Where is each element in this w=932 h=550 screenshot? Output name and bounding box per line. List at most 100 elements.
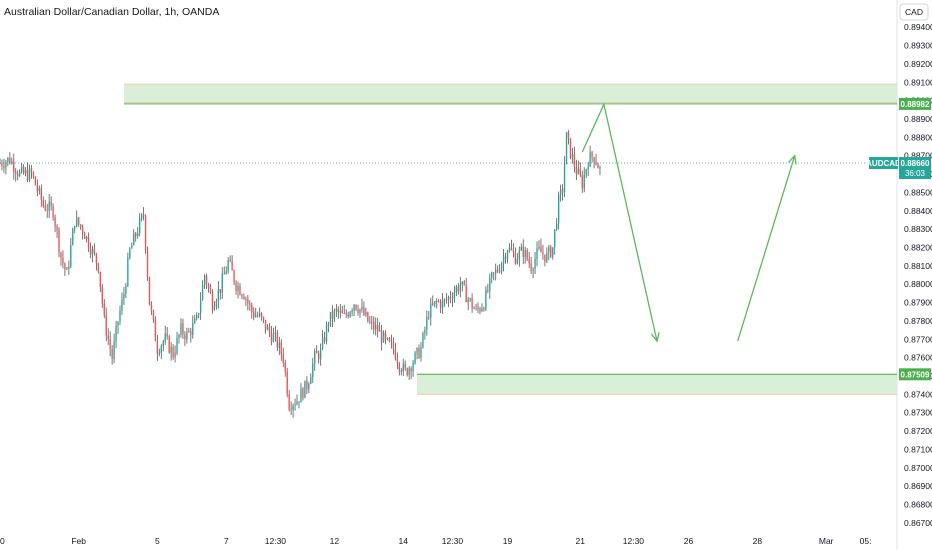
candle-body <box>375 324 377 330</box>
countdown-label: 36:03 <box>905 169 926 178</box>
candle-body <box>18 171 21 176</box>
candle-body <box>186 332 188 340</box>
candle-body <box>138 218 141 234</box>
candles <box>0 130 601 418</box>
candle-body <box>457 286 460 292</box>
candle-body <box>52 206 54 218</box>
candle-body <box>131 245 133 249</box>
candle-body <box>556 223 558 230</box>
candle-body <box>542 252 544 255</box>
candle-body <box>298 401 300 403</box>
candle-body <box>245 299 247 300</box>
candle-body <box>538 246 540 249</box>
candle-body <box>152 310 155 320</box>
candle-body <box>451 298 454 300</box>
candle-body <box>550 246 552 257</box>
candle-body <box>207 284 210 288</box>
candle-body <box>333 310 336 320</box>
candle-body <box>192 323 194 335</box>
candle-body <box>111 349 113 359</box>
candle-body <box>282 354 284 363</box>
candle-body <box>345 313 347 315</box>
candle-body <box>559 189 562 195</box>
candle-body <box>536 248 538 259</box>
candle-body <box>22 166 25 174</box>
y-tick-label: 0.87100 <box>904 444 932 454</box>
candle-body <box>85 236 88 240</box>
y-tick-label: 0.88000 <box>904 279 932 289</box>
candle-body <box>406 368 408 376</box>
candle-body <box>312 363 314 378</box>
candle-body <box>400 370 402 372</box>
candle-body <box>469 298 471 300</box>
candle-body <box>581 175 583 189</box>
currency-badge[interactable]: CAD <box>899 3 929 21</box>
candle-body <box>95 253 98 264</box>
projection-arrows <box>581 102 797 343</box>
candle-body <box>11 161 13 164</box>
candle-body <box>595 161 597 165</box>
candle-body <box>101 287 103 304</box>
candle-body <box>38 188 41 191</box>
candle-body <box>357 309 359 314</box>
candle-body <box>89 248 92 255</box>
candle-body <box>219 289 222 293</box>
candle-body <box>481 308 483 312</box>
y-tick-label: 0.88100 <box>904 261 932 271</box>
candle-body <box>516 258 519 264</box>
candle-body <box>197 313 200 316</box>
candle-body <box>154 319 157 342</box>
candle-body <box>162 341 164 347</box>
candle-body <box>392 341 395 349</box>
candle-body <box>288 394 290 410</box>
candle-body <box>205 275 208 285</box>
candle-body <box>447 296 450 301</box>
candle-body <box>160 346 162 354</box>
candle-body <box>491 272 493 278</box>
candle-body <box>331 311 334 320</box>
candle-body <box>15 171 17 174</box>
candle-body <box>217 289 220 302</box>
candle-body <box>20 166 23 172</box>
candle-body <box>251 304 253 313</box>
candle-body <box>260 313 263 318</box>
y-tick-label: 0.87000 <box>904 463 932 473</box>
candle-body <box>355 304 357 310</box>
candle-body <box>532 269 534 272</box>
candle-body <box>0 163 1 164</box>
candle-body <box>557 194 560 224</box>
x-tick-label: 12:30 <box>623 536 645 546</box>
candle-body <box>382 332 385 343</box>
candle-body <box>528 259 530 264</box>
x-tick-label: 21 <box>576 536 586 546</box>
candle-body <box>211 293 214 310</box>
candle-body <box>7 157 9 163</box>
candle-body <box>361 306 363 310</box>
last-price-label-bg <box>899 157 931 180</box>
y-tick-label: 0.86900 <box>904 481 932 491</box>
symbol-tag-bg <box>869 157 898 170</box>
candle-body <box>121 298 123 311</box>
candle-body <box>221 274 223 293</box>
candle-body <box>471 298 473 309</box>
candle-body <box>48 201 50 211</box>
y-tick-label: 0.86700 <box>904 518 932 528</box>
candle-body <box>526 250 528 260</box>
candle-body <box>335 308 338 311</box>
candle-body <box>455 286 458 293</box>
y-tick-label: 0.88500 <box>904 187 932 197</box>
candle-body <box>247 299 249 304</box>
candle-body <box>123 294 125 299</box>
candle-body <box>353 304 355 311</box>
candle-body <box>508 247 511 252</box>
candle-body <box>272 334 275 342</box>
candle-body <box>434 301 436 305</box>
projection-arrow-up <box>737 155 796 342</box>
x-tick-label: 19 <box>503 536 513 546</box>
candle-body <box>83 233 86 240</box>
candle-body <box>475 307 477 309</box>
candle-body <box>459 284 461 292</box>
candle-body <box>44 205 46 211</box>
candle-body <box>174 352 176 358</box>
candle-body <box>74 226 76 229</box>
